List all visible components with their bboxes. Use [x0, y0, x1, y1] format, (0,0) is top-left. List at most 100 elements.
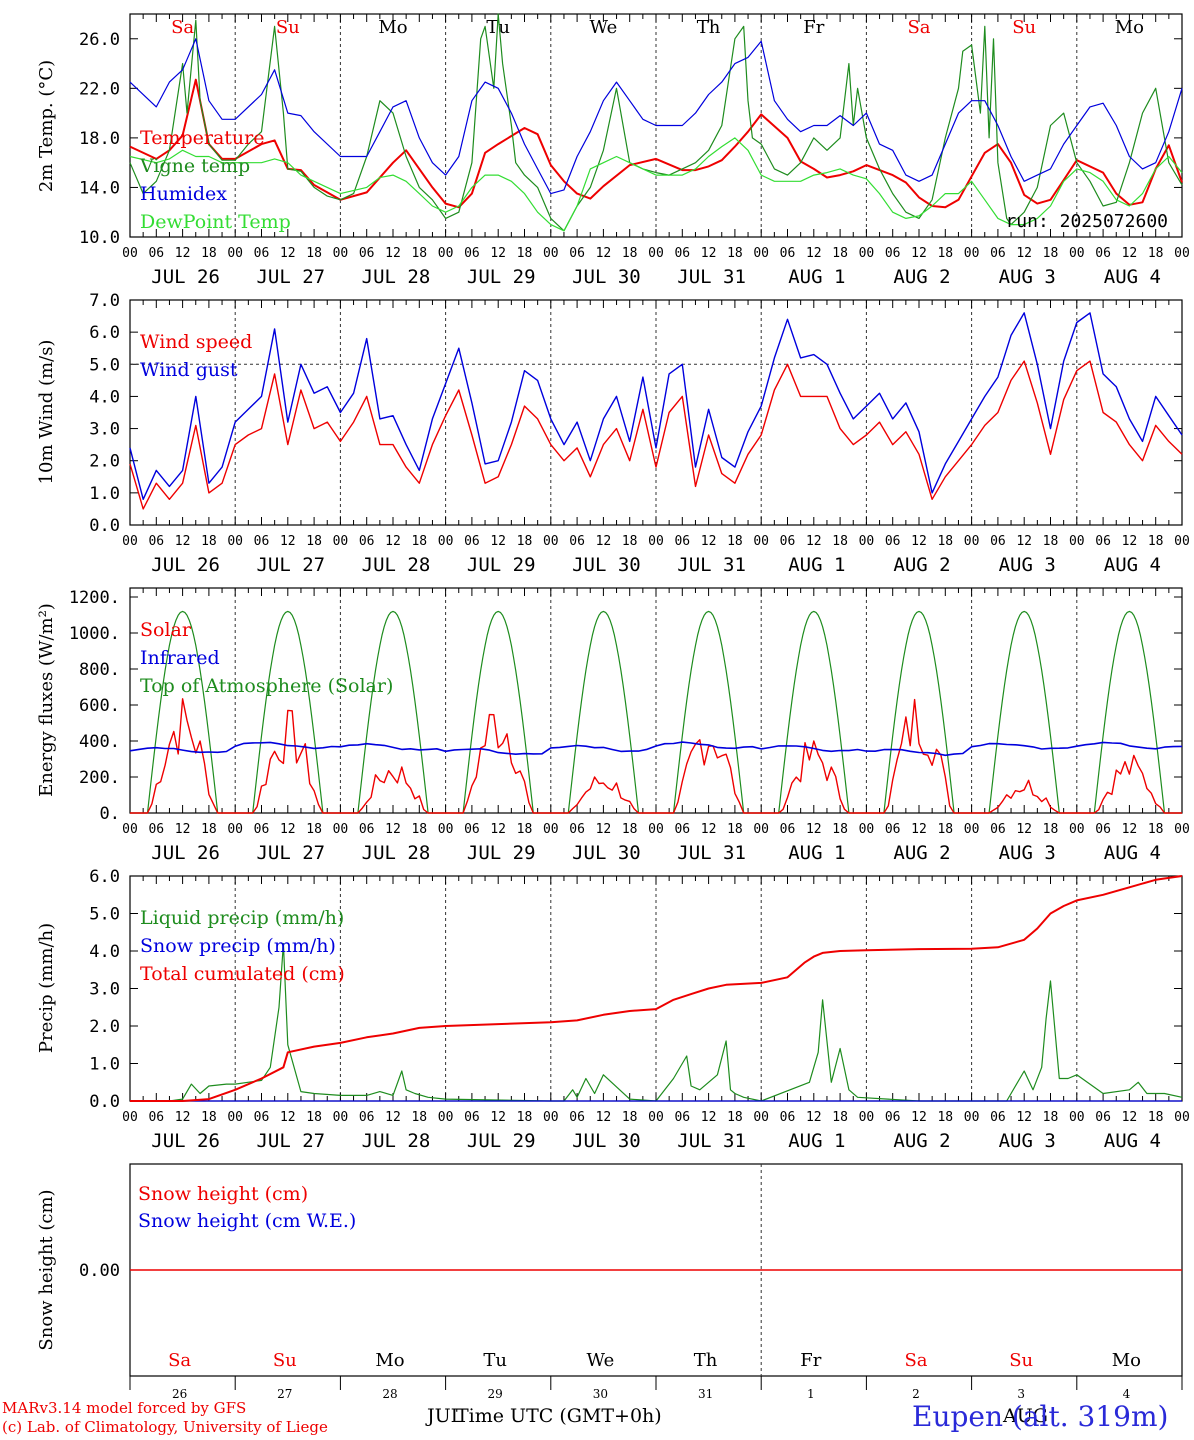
hour-tick-label: 12: [911, 534, 927, 549]
hour-tick-label: 12: [490, 1110, 506, 1125]
hour-tick-label: 18: [1148, 1110, 1164, 1125]
hour-tick-label: 12: [385, 1110, 401, 1125]
hour-tick-label: 12: [175, 1110, 191, 1125]
hour-tick-label: 06: [1095, 822, 1111, 837]
hour-tick-label: 12: [1016, 1110, 1032, 1125]
weekday-label: Mo: [378, 17, 407, 38]
hour-tick-label: 18: [727, 1110, 743, 1125]
hour-tick-label: 12: [280, 1110, 296, 1125]
hour-tick-label: 00: [122, 1110, 138, 1125]
y-tick-label: 1200.: [69, 588, 120, 608]
hour-tick-label: 12: [596, 1110, 612, 1125]
hour-tick-label: 06: [990, 246, 1006, 261]
hour-tick-label: 12: [806, 534, 822, 549]
hour-tick-label: 00: [648, 822, 664, 837]
hour-tick-label: 06: [148, 534, 164, 549]
date-label: JUL 27: [256, 1130, 325, 1152]
legend-entry: DewPoint Temp: [140, 211, 291, 233]
hour-tick-label: 00: [753, 822, 769, 837]
y-tick-label: 400.: [79, 732, 120, 752]
hour-tick-label: 12: [596, 534, 612, 549]
date-label: JUL 28: [362, 266, 431, 288]
weekday-label: Sa: [168, 1350, 191, 1371]
hour-tick-label: 00: [122, 822, 138, 837]
date-label: AUG 4: [1104, 266, 1161, 288]
date-label: JUL 26: [151, 842, 220, 864]
weekday-label: We: [590, 17, 618, 38]
date-number-label: 31: [698, 1387, 713, 1401]
hour-tick-label: 12: [280, 246, 296, 261]
date-label: JUL 29: [467, 1130, 536, 1152]
hour-tick-label: 00: [227, 534, 243, 549]
hour-tick-label: 18: [937, 822, 953, 837]
hour-tick-label: 00: [648, 246, 664, 261]
hour-tick-label: 00: [438, 534, 454, 549]
weekday-label: Mo: [1112, 1350, 1141, 1371]
series-line: [129, 137, 1183, 232]
y-tick-label: 3.0: [89, 980, 120, 1000]
y-tick-label: 3.0: [89, 420, 120, 440]
hour-tick-label: 12: [1016, 822, 1032, 837]
hour-tick-label: 06: [359, 1110, 375, 1125]
panel-frame: [129, 587, 1183, 814]
hour-tick-label: 18: [622, 534, 638, 549]
date-label: AUG 1: [788, 842, 845, 864]
hour-tick-label: 18: [201, 534, 217, 549]
hour-tick-label: 00: [859, 1110, 875, 1125]
hour-tick-label: 18: [201, 1110, 217, 1125]
weekday-label: Su: [276, 17, 300, 38]
weekday-label: We: [587, 1350, 615, 1371]
weekday-label: Tu: [486, 17, 510, 38]
date-number-label: 30: [593, 1387, 608, 1401]
date-number-label: 4: [1123, 1387, 1131, 1401]
hour-tick-label: 12: [280, 534, 296, 549]
hour-tick-label: 12: [385, 822, 401, 837]
hour-tick-label: 06: [359, 246, 375, 261]
hour-tick-label: 12: [701, 822, 717, 837]
hour-tick-label: 00: [1069, 1110, 1085, 1125]
weekday-label: Fr: [800, 1350, 821, 1371]
date-number-label: 26: [172, 1387, 187, 1401]
hour-tick-label: 18: [937, 246, 953, 261]
weekday-label: Su: [273, 1350, 297, 1371]
weekday-label: Sa: [907, 17, 930, 38]
hour-tick-label: 18: [937, 1110, 953, 1125]
legend-entry: Snow height (cm W.E.): [138, 1210, 356, 1232]
hour-tick-label: 18: [517, 1110, 533, 1125]
hour-tick-label: 18: [1043, 246, 1059, 261]
month-label-left: JUL: [427, 1405, 464, 1427]
hour-tick-label: 06: [569, 822, 585, 837]
y-axis-title: Energy fluxes (W/m²): [36, 603, 57, 797]
credit-line-2: (c) Lab. of Climatology, University of L…: [2, 1418, 328, 1436]
hour-tick-label: 18: [622, 246, 638, 261]
y-tick-label: 800.: [79, 660, 120, 680]
hour-tick-label: 06: [569, 1110, 585, 1125]
hour-tick-label: 12: [806, 246, 822, 261]
y-tick-label: 18.0: [79, 129, 120, 149]
hour-tick-label: 18: [411, 1110, 427, 1125]
date-label: AUG 4: [1104, 842, 1161, 864]
hour-tick-label: 00: [859, 534, 875, 549]
hour-tick-label: 18: [1148, 534, 1164, 549]
hour-tick-label: 18: [517, 246, 533, 261]
hour-tick-label: 18: [1043, 822, 1059, 837]
hour-tick-label: 00: [1069, 246, 1085, 261]
hour-tick-label: 06: [464, 246, 480, 261]
date-label: JUL 26: [151, 266, 220, 288]
hour-tick-label: 18: [937, 534, 953, 549]
hour-tick-label: 12: [911, 822, 927, 837]
date-number-label: 29: [488, 1387, 503, 1401]
hour-tick-label: 12: [596, 246, 612, 261]
legend-entry: Infrared: [140, 647, 220, 669]
hour-tick-label: 06: [885, 246, 901, 261]
hour-tick-label: 00: [1174, 246, 1190, 261]
weekday-label: Fr: [803, 17, 824, 38]
hour-tick-label: 18: [517, 534, 533, 549]
hour-tick-label: 06: [990, 822, 1006, 837]
legend-entry: Humidex: [140, 183, 227, 205]
run-annotation: run: 2025072600: [1005, 211, 1168, 232]
hour-tick-label: 12: [1122, 822, 1138, 837]
hour-tick-label: 00: [227, 822, 243, 837]
legend-entry: Temperature: [140, 127, 264, 149]
y-tick-label: 0.00: [79, 1261, 120, 1281]
